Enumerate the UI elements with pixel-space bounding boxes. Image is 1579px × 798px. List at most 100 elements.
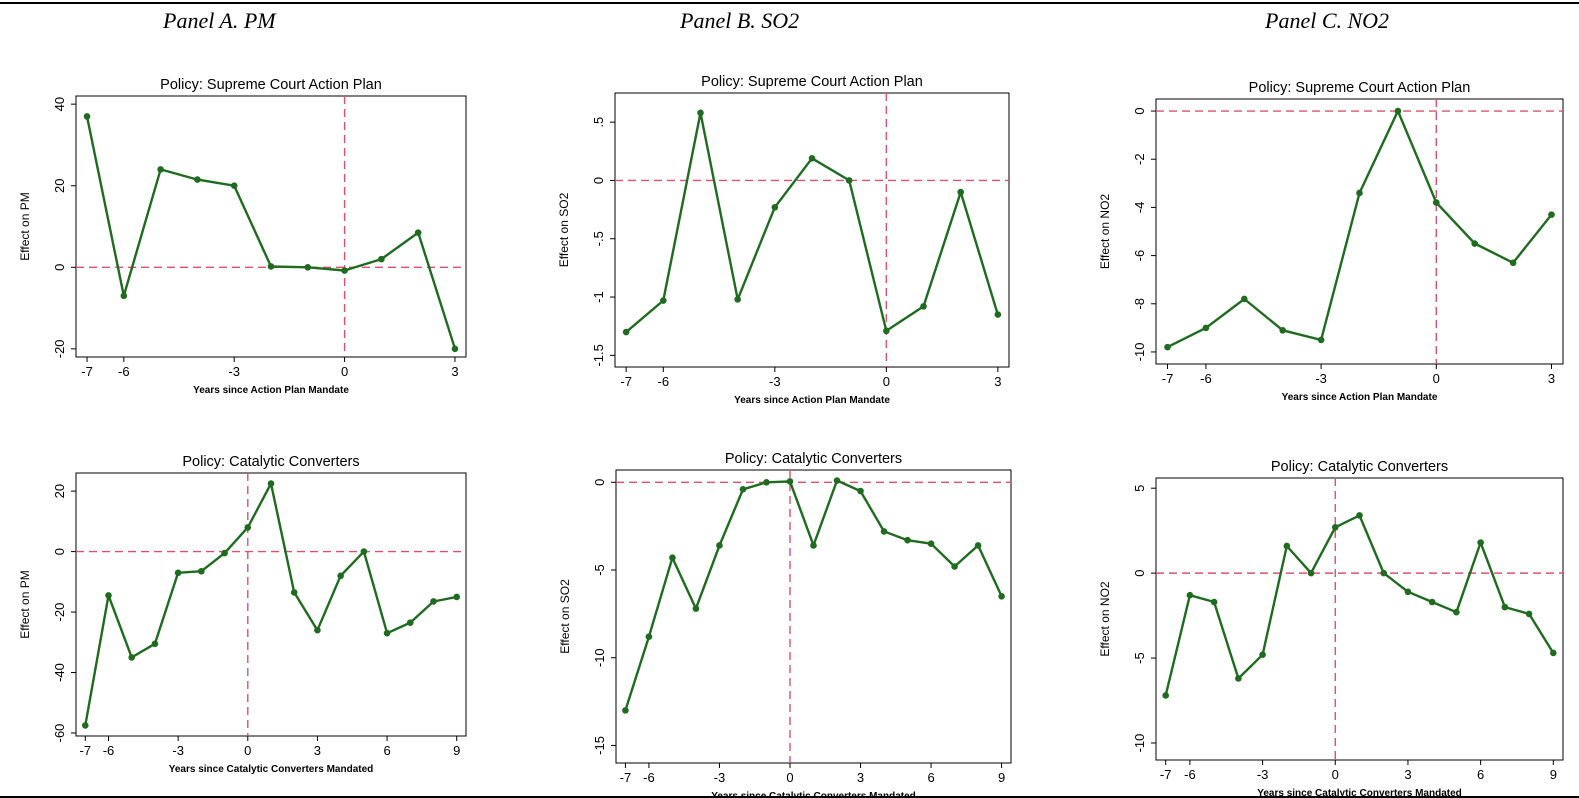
panel-a-title: Panel A. PM [163,8,276,33]
data-point [771,203,779,211]
panel-b-title: Panel B. SO2 [680,8,800,33]
data-point [414,229,422,236]
panel-c-title: Panel C. NO2 [1265,8,1390,33]
plot-frame [1155,98,1564,365]
y-tick-label: -10 [592,648,607,667]
data-point [833,477,841,484]
x-tick-label: 0 [1433,371,1440,386]
data-point [244,524,252,531]
data-point [1471,240,1478,247]
data-point [1404,588,1412,596]
x-tick-label: -7 [620,374,632,389]
chart-4: -7 -6 -3 0 3 6 9 20 0 -20 -40 -60 Policy: Catalytic … [18,454,467,775]
x-tick-label: -7 [81,364,93,379]
y-tick-label: -5 [592,564,607,576]
chart-5: -7 -6 -3 0 3 6 9 0 -5 -10 -15 Policy: Catalytic Con… [558,451,1012,798]
y-axis-label: Effect on NO2 [1098,194,1112,269]
data-point [83,113,91,120]
data-point [360,548,368,555]
x-tick-label: -7 [1160,767,1172,782]
y-tick-label: -10 [1132,734,1147,753]
y-tick-label: -10 [1132,343,1147,362]
data-point [880,528,888,535]
x-tick-label: 9 [998,770,1005,785]
data-point [230,182,238,190]
data-point [406,619,414,626]
x-tick-label: 6 [383,743,390,758]
data-point [883,327,890,335]
x-tick-label: 3 [451,364,458,379]
data-point [697,109,704,117]
series-line [84,482,457,726]
x-tick-label: -7 [620,770,632,785]
data-point [1394,107,1402,115]
x-tick-label: 3 [857,770,864,785]
data-point [1380,569,1388,577]
data-point [378,255,385,263]
y-axis-label: Effect on NO2 [1098,581,1112,656]
data-point [174,569,182,577]
y-tick-label: -40 [52,663,67,682]
x-tick-label: -6 [103,743,115,758]
y-tick-label: 0 [1132,107,1147,114]
data-point [1241,295,1248,303]
data-point [692,605,700,612]
data-point [128,654,136,661]
y-tick-label: -15 [592,736,607,755]
data-point [1210,598,1218,606]
y-tick-label: 20 [52,178,67,192]
x-tick-label: 3 [1404,767,1411,782]
plot-frame [75,95,467,358]
data-point [267,263,275,270]
bottom-rule [0,796,1579,798]
x-tick-label: -6 [1200,371,1212,386]
x-axis-label: Years since Action Plan Mandate [193,385,349,396]
y-tick-label: -20 [52,603,67,622]
data-point [151,640,159,648]
data-point [1525,610,1533,618]
y-tick-label: -2 [1132,153,1147,165]
data-point [1164,343,1171,351]
y-tick-label: 40 [52,97,67,111]
data-point [451,345,459,353]
data-point [383,629,391,637]
data-point [1307,569,1315,577]
y-tick-label: 0 [52,264,67,271]
x-axis-label: Years since Action Plan Mandate [1282,392,1438,403]
data-point [430,598,437,605]
chart-title: Policy: Supreme Court Action Plan [160,77,382,93]
x-tick-label: -6 [118,364,130,379]
y-tick-label: -4 [1132,202,1147,214]
x-tick-label: 6 [1477,767,1484,782]
y-tick-label: -.5 [591,231,606,246]
x-tick-label: -7 [80,743,92,758]
y-tick-label: 20 [52,484,67,498]
data-point [290,589,298,596]
x-axis-label: Years since Catalytic Converters Mandate… [169,764,374,775]
x-tick-label: 9 [453,743,460,758]
x-tick-label: 0 [1332,767,1339,782]
data-point [957,188,964,196]
data-point [994,311,1002,318]
x-tick-label: -3 [172,743,184,758]
data-point [1432,199,1440,206]
x-tick-label: -7 [1162,371,1174,386]
chart-2: -7 -6 -3 0 3 .5 0 -.5 -1 -1.5 Policy: Supreme Cour… [557,74,1010,406]
data-point [1548,211,1555,218]
x-tick-label: 3 [314,743,321,758]
series-line [625,111,999,333]
plot-frame [615,469,1012,764]
data-point [105,592,112,599]
x-tick-label: 3 [1548,371,1555,386]
data-point [337,572,344,580]
y-tick-label: -6 [1132,250,1147,262]
x-axis-label: Years since Catalytic Converters Mandate… [711,791,916,798]
chart-title: Policy: Supreme Court Action Plan [701,74,923,90]
data-point [622,707,629,714]
data-point [1186,591,1194,599]
data-point [734,296,741,303]
x-tick-label: -3 [769,374,781,389]
data-point [81,722,89,729]
data-point [120,292,128,300]
data-point [660,297,667,304]
